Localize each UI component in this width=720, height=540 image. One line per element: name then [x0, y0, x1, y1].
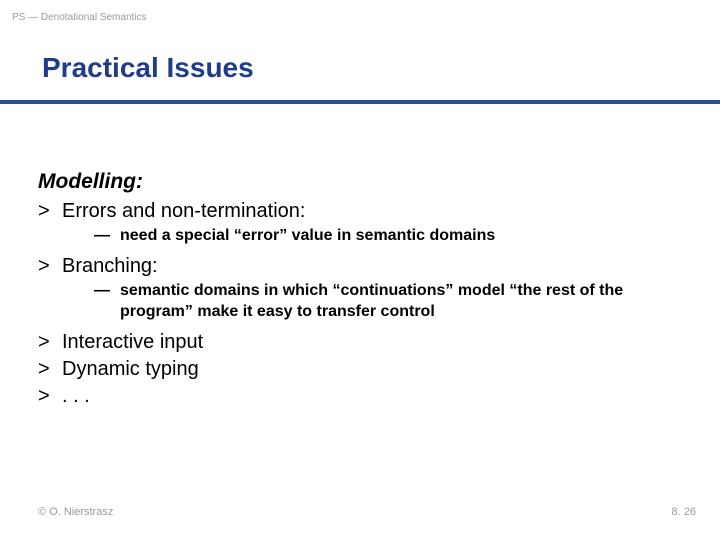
list-subitem-text: need a special “error” value in semantic… [120, 225, 684, 247]
list-item-label: Interactive input [62, 331, 203, 354]
content-area: Modelling: > Errors and non-termination:… [38, 170, 684, 410]
bullet-l2: — [94, 280, 120, 302]
bullet-l1: > [38, 331, 62, 354]
list-item: > . . . [38, 385, 684, 408]
list-subitem: — need a special “error” value in semant… [94, 225, 684, 247]
bullet-l1: > [38, 358, 62, 381]
bullet-l2: — [94, 225, 120, 247]
list-item-label: Branching: [62, 255, 158, 278]
bullet-l1: > [38, 255, 62, 278]
list-item-label: . . . [62, 385, 90, 408]
list-item-label: Errors and non-termination: [62, 200, 305, 223]
header-label: PS — Denotational Semantics [12, 12, 147, 23]
list-item-label: Dynamic typing [62, 358, 199, 381]
section-heading: Modelling: [38, 170, 684, 194]
title-rule [0, 100, 720, 104]
footer-page-number: 8. 26 [672, 506, 696, 518]
bullet-l1: > [38, 385, 62, 408]
list-subitem: — semantic domains in which “continuatio… [94, 280, 684, 323]
footer-copyright: © O. Nierstrasz [38, 506, 113, 518]
list-subitem-text: semantic domains in which “continuations… [120, 280, 684, 323]
slide-title: Practical Issues [42, 52, 254, 84]
slide: PS — Denotational Semantics Practical Is… [0, 0, 720, 540]
list-item: > Errors and non-termination: [38, 200, 684, 223]
bullet-l1: > [38, 200, 62, 223]
list-item: > Interactive input [38, 331, 684, 354]
list-item: > Dynamic typing [38, 358, 684, 381]
list-item: > Branching: [38, 255, 684, 278]
